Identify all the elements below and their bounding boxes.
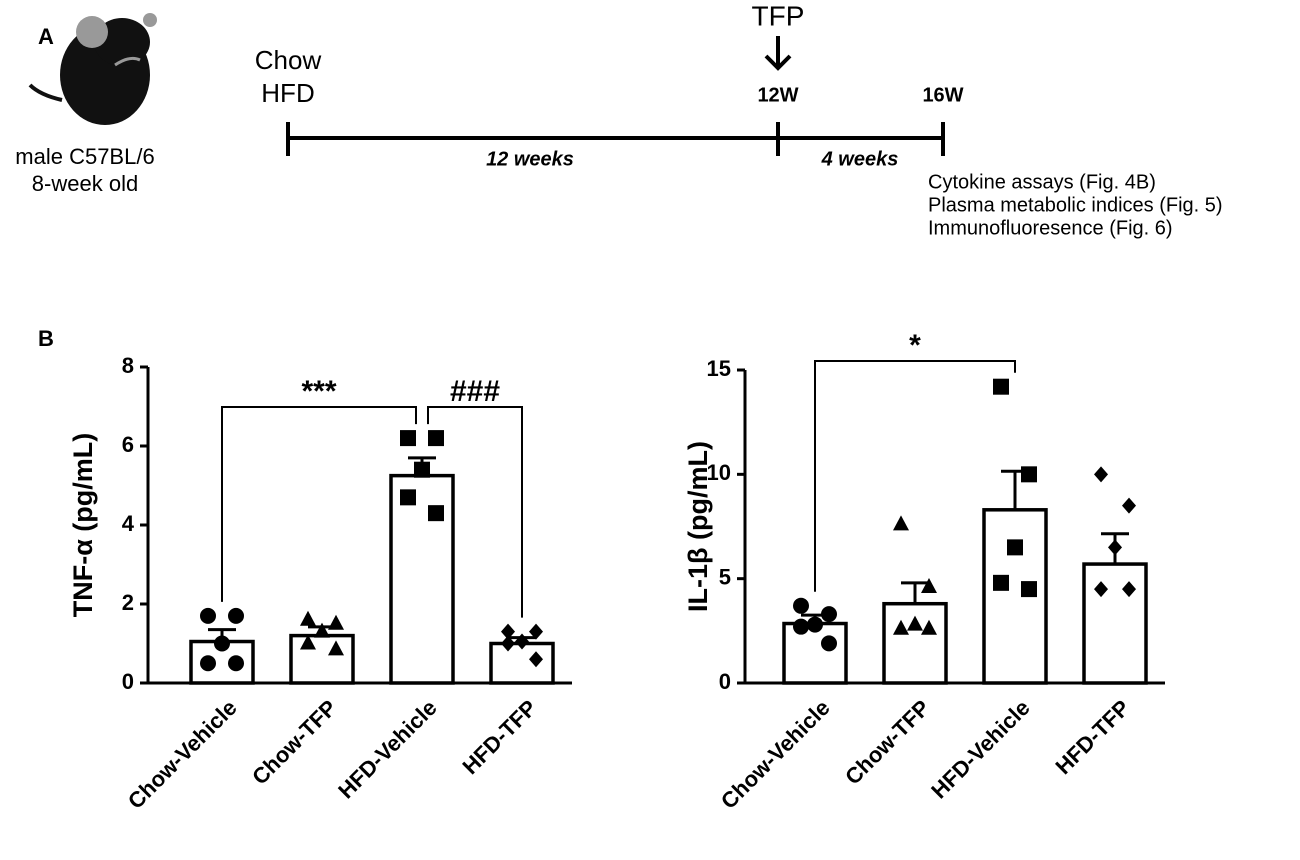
data-point (228, 607, 244, 624)
y-tick-label: 0 (122, 669, 134, 694)
y-tick-label: 0 (719, 669, 731, 694)
y-axis-label: IL-1β (pg/mL) (683, 441, 713, 612)
x-tick-label: HFD-Vehicle (926, 695, 1034, 803)
data-point (428, 430, 444, 447)
data-point (1021, 466, 1037, 483)
bar (1082, 562, 1148, 685)
data-point (501, 623, 515, 640)
arrow (764, 36, 792, 71)
data-point (921, 578, 937, 594)
significance-label: *** (301, 375, 336, 408)
data-point (807, 616, 823, 633)
x-tick-label: Chow-Vehicle (123, 695, 242, 814)
data-point (428, 505, 444, 522)
data-point (529, 623, 543, 640)
data-point (300, 634, 316, 650)
bar (289, 633, 355, 685)
data-point (214, 635, 230, 652)
time-point: 12W (757, 84, 798, 106)
data-point (907, 615, 923, 631)
data-point (921, 619, 937, 635)
data-point (893, 515, 909, 531)
data-point (993, 574, 1009, 591)
data-point (314, 622, 330, 638)
bar (782, 621, 848, 685)
output-text: Cytokine assays (Fig. 4B) (928, 171, 1156, 193)
x-tick-label: HFD-TFP (457, 695, 541, 779)
significance-bracket (814, 360, 1016, 592)
data-point (228, 655, 244, 672)
duration: 4 weeks (821, 148, 899, 170)
data-point (1122, 581, 1136, 598)
data-point (501, 635, 515, 652)
data-point (793, 597, 809, 614)
x-tick-label: Chow-TFP (247, 695, 342, 790)
data-point (1094, 581, 1108, 598)
significance-label: * (909, 329, 921, 362)
mouse-text: 8-week old (32, 171, 138, 196)
timeline (286, 122, 945, 156)
significance-bracket (221, 406, 417, 602)
x-tick-label: Chow-TFP (840, 695, 935, 790)
data-point (300, 610, 316, 626)
time-point: 16W (922, 84, 963, 106)
data-point (200, 607, 216, 624)
data-point (1122, 497, 1136, 514)
y-tick-label: 15 (707, 356, 731, 381)
x-tick-label: HFD-TFP (1050, 695, 1134, 779)
data-point (328, 614, 344, 630)
data-point (400, 489, 416, 506)
y-tick-label: 4 (122, 511, 135, 536)
error-bar (901, 581, 929, 604)
duration: 12 weeks (486, 148, 574, 170)
mouse-icon (28, 13, 157, 125)
data-point (1007, 539, 1023, 556)
significance-bracket (427, 406, 523, 618)
data-point (515, 633, 529, 650)
mouse-text: male C57BL/6 (15, 144, 154, 169)
data-point (1021, 581, 1037, 598)
output-text: Plasma metabolic indices (Fig. 5) (928, 194, 1223, 216)
y-tick-label: 10 (707, 460, 731, 485)
y-tick-label: 2 (122, 590, 134, 615)
start-text: HFD (261, 78, 314, 108)
y-axis-label: TNF-α (pg/mL) (68, 433, 98, 618)
data-point (529, 651, 543, 668)
output-text: Immunofluoresence (Fig. 6) (928, 217, 1173, 239)
data-point (993, 378, 1009, 395)
data-point (821, 606, 837, 623)
data-point (893, 619, 909, 635)
data-point (1108, 539, 1122, 556)
data-point (414, 461, 430, 478)
x-tick-label: HFD-Vehicle (333, 695, 441, 803)
significance-label: ### (450, 375, 500, 408)
data-point (200, 655, 216, 672)
data-point (1094, 466, 1108, 483)
y-tick-label: 5 (719, 564, 731, 589)
data-point (821, 635, 837, 652)
panel-label: B (38, 326, 54, 351)
x-tick-label: Chow-Vehicle (716, 695, 835, 814)
data-point (400, 430, 416, 447)
data-point (793, 618, 809, 635)
start-text: Chow (255, 45, 322, 75)
data-point (328, 640, 344, 656)
panel-label: A (38, 24, 54, 49)
y-tick-label: 6 (122, 432, 134, 457)
treatment-text: TFP (752, 0, 805, 31)
y-tick-label: 8 (122, 353, 134, 378)
